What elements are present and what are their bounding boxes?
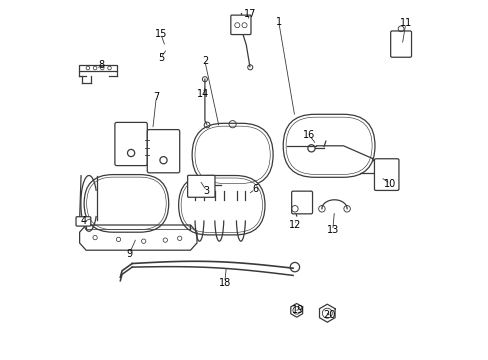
Text: 8: 8 [98, 60, 104, 70]
Text: 15: 15 [155, 29, 167, 39]
Text: 9: 9 [126, 249, 132, 259]
FancyBboxPatch shape [178, 176, 264, 235]
FancyBboxPatch shape [187, 175, 215, 197]
Text: 2: 2 [202, 56, 207, 66]
FancyBboxPatch shape [76, 217, 91, 226]
Text: 18: 18 [218, 278, 230, 288]
Text: 11: 11 [399, 18, 411, 28]
Text: 19: 19 [292, 305, 304, 315]
Text: 6: 6 [252, 184, 258, 194]
FancyBboxPatch shape [147, 130, 179, 173]
FancyBboxPatch shape [230, 15, 250, 35]
Text: 1: 1 [275, 17, 281, 27]
Text: 4: 4 [81, 216, 86, 226]
FancyBboxPatch shape [192, 123, 273, 186]
Text: 14: 14 [197, 89, 209, 99]
Text: 7: 7 [153, 92, 159, 102]
FancyBboxPatch shape [115, 122, 147, 166]
FancyBboxPatch shape [283, 114, 374, 177]
FancyBboxPatch shape [374, 159, 398, 190]
Text: 17: 17 [243, 9, 256, 19]
Text: 5: 5 [158, 53, 164, 63]
Text: 3: 3 [203, 186, 209, 196]
FancyBboxPatch shape [84, 175, 168, 232]
Text: 16: 16 [303, 130, 315, 140]
Text: 13: 13 [326, 225, 338, 235]
Text: 20: 20 [322, 310, 335, 320]
FancyBboxPatch shape [291, 191, 312, 214]
Text: 10: 10 [384, 179, 396, 189]
FancyBboxPatch shape [390, 31, 411, 57]
Text: 12: 12 [288, 220, 301, 230]
